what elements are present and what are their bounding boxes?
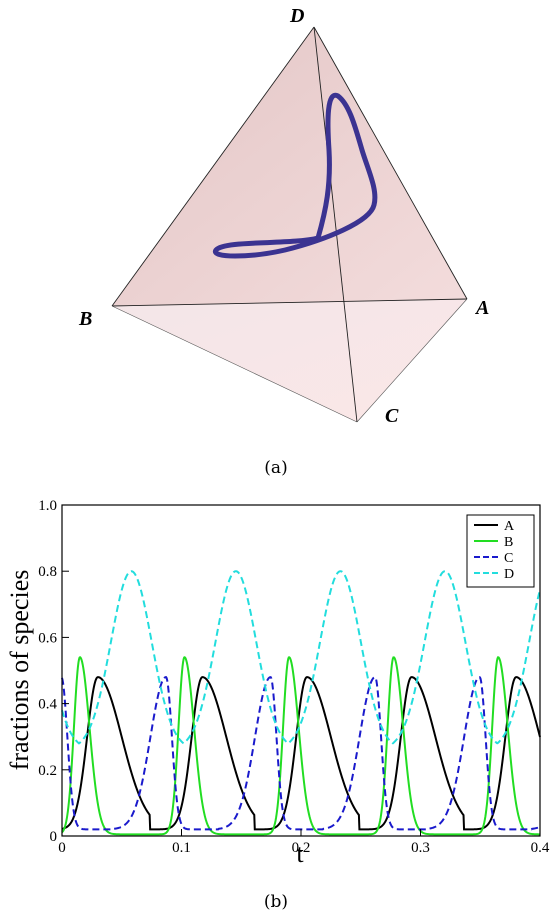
y-tick-label: 0.6 <box>38 630 57 646</box>
x-tick-label: 0.4 <box>531 840 550 856</box>
edge-ac <box>356 298 468 423</box>
series-line-d <box>61 570 541 745</box>
legend-label-a: A <box>504 519 515 534</box>
caption-a: (a) <box>264 458 287 478</box>
tetra-edges <box>111 26 468 423</box>
legend: A B C D <box>466 514 535 588</box>
vertex-label-c: C <box>385 405 399 427</box>
tetra-face-back <box>112 27 467 306</box>
y-tick-label: 0.8 <box>38 564 57 580</box>
caption-b: (b) <box>264 892 288 912</box>
vertex-label-d: D <box>289 5 304 27</box>
y-tick-label: 1.0 <box>38 498 57 514</box>
edge-ba <box>111 298 468 307</box>
edge-bc <box>111 305 358 423</box>
legend-label-b: B <box>504 535 513 550</box>
edge-dc <box>313 26 358 423</box>
edge-db <box>111 26 315 307</box>
x-axis-label: t <box>296 839 304 868</box>
series-layer <box>61 570 541 836</box>
y-tick-label: 0 <box>50 829 58 845</box>
x-tick-label: 0.3 <box>411 840 430 856</box>
vertex-label-b: B <box>78 308 92 330</box>
orbit-curve <box>213 92 378 259</box>
panel-b-chart: 0 0.1 0.2 0.3 0.4 0 0.2 0.4 0.6 0.8 1.0 t fraction… <box>5 498 550 912</box>
x-tick-label: 0 <box>58 840 66 856</box>
edge-da <box>313 26 468 300</box>
x-tick-label: 0.2 <box>292 840 311 856</box>
vertex-label-a: A <box>474 297 489 319</box>
legend-label-d: D <box>504 567 514 582</box>
tetra-face-bottom <box>112 299 467 422</box>
legend-label-c: C <box>504 551 513 566</box>
y-tick-label: 0.4 <box>38 697 57 713</box>
y-axis-label: fractions of species <box>5 570 34 771</box>
x-tick-label: 0.1 <box>172 840 191 856</box>
series-line-a <box>61 676 541 831</box>
series-line-b <box>61 656 540 836</box>
panel-a-tetrahedron: D B A C (a) <box>78 5 489 478</box>
y-tick-label: 0.2 <box>38 763 57 779</box>
ticks-layer: 0 0.1 0.2 0.3 0.4 0 0.2 0.4 0.6 0.8 1.0 <box>38 498 550 856</box>
legend-box <box>466 514 535 588</box>
